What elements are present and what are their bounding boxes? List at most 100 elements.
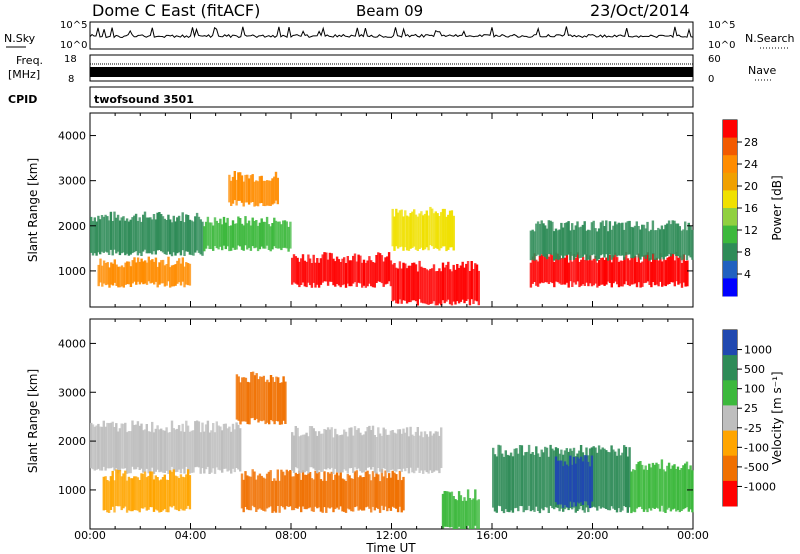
data-band-cell [384,429,387,470]
data-band-cell [294,472,297,508]
data-band-cell [569,455,572,502]
data-band-cell [619,260,622,287]
data-band-cell [529,230,533,261]
data-band-cell [147,217,150,254]
data-band-cell [529,262,533,288]
data-band-cell [429,206,432,246]
data-band-cell [285,221,288,249]
data-band-cell [612,449,615,509]
data-band-cell [378,253,382,282]
y-tick-label: 3000 [58,175,86,188]
data-band-cell [262,375,265,421]
data-band-cell [511,456,515,513]
data-band-cell [617,222,620,256]
data-band-cell [228,426,231,471]
data-band-cell [614,221,617,255]
data-band-cell [219,426,222,471]
data-band-cell [431,208,434,247]
data-band-cell [434,211,437,248]
data-band-cell [125,432,129,474]
data-band-cell [265,216,269,246]
data-band-cell [348,260,351,287]
data-band-cell [596,262,599,288]
data-band-cell [260,175,263,203]
data-band-cell [597,228,601,259]
data-band-cell [671,220,674,255]
data-band-cell [610,262,613,288]
data-band-cell [97,264,100,287]
data-band-cell [594,256,597,284]
data-band-cell [382,427,385,469]
data-band-cell [177,478,181,512]
data-band-cell [676,466,680,511]
data-band-cell [630,257,633,285]
data-band-cell [447,261,450,300]
data-band-cell [601,447,604,508]
data-band-cell [269,226,272,252]
data-band-cell [344,431,348,471]
data-band-cell [400,268,403,304]
data-band-cell [545,254,549,283]
data-band-cell [357,428,360,469]
data-band-cell [596,452,599,511]
data-band-cell [420,431,423,471]
data-band-cell [580,259,583,286]
data-band-cell [145,424,148,469]
data-band-cell [213,432,217,474]
data-band-cell [402,428,405,469]
data-band-cell [359,432,362,472]
data-band-cell [632,227,635,259]
data-band-cell [405,215,409,251]
data-band-cell [265,180,269,206]
data-band-cell [332,479,335,513]
data-band-cell [253,375,257,421]
x-tick-label: 08:00 [275,529,307,542]
data-band-cell [542,223,545,256]
data-band-cell [445,264,448,302]
colorbar-tick-label: 100 [744,383,765,396]
data-band-cell [266,379,269,423]
data-band-cell [533,253,536,282]
data-band-cell [393,263,396,301]
data-band-cell [122,267,125,288]
data-band-cell [140,258,143,283]
x-tick-label: 00:00 [677,529,709,542]
data-band-cell [260,475,263,510]
data-band-cell [292,476,296,511]
data-band-cell [635,221,638,255]
data-band-cell [116,431,120,474]
data-band-cell [362,434,366,473]
data-band-cell [553,450,556,510]
data-band-cell [102,476,105,511]
data-band-cell [402,262,405,301]
data-band-cell [240,223,244,250]
data-band-cell [248,382,251,425]
data-band-cell [565,222,568,256]
data-band-cell [407,216,411,251]
data-band-cell [662,259,666,286]
data-band-cell [427,215,430,251]
data-band-cell [312,428,315,469]
data-band-cell [215,421,218,468]
nave-label: Nave [748,64,776,77]
data-band-cell [308,258,312,286]
power-colorbar [723,120,737,297]
data-band-cell [172,428,175,472]
data-band-cell [308,426,312,468]
data-band-cell [625,252,628,282]
data-band-cell [407,265,411,303]
data-band-cell [237,424,240,470]
data-band-cell [282,376,285,421]
data-band-cell [101,265,104,287]
power-y-axis: 4000 3000 2000 1000 [58,113,694,307]
data-band-cell [97,215,100,253]
data-band-cell [386,256,389,284]
data-band-cell [502,456,506,514]
data-band-cell [380,435,384,474]
data-band-cell [427,436,430,474]
data-band-cell [447,214,450,250]
data-band-cell [255,180,258,206]
data-band-cell [659,253,662,282]
data-band-cell [556,460,559,505]
data-band-cell [120,217,123,254]
